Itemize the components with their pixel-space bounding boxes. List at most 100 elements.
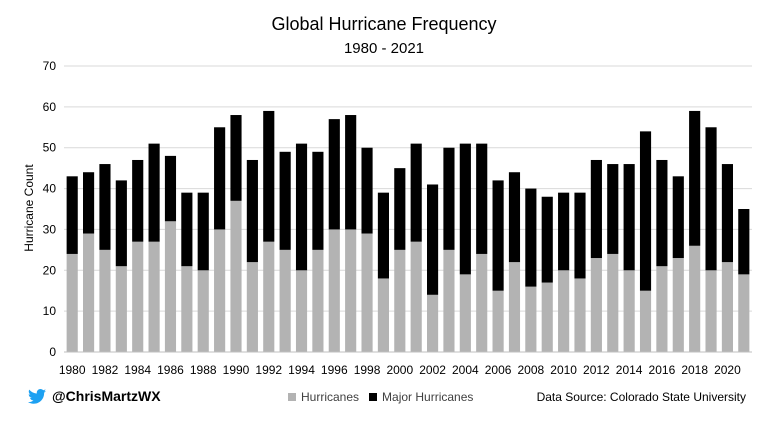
x-tick-label: 2002: [419, 363, 446, 377]
chart-subtitle: 1980 - 2021: [344, 40, 424, 57]
bar-hurricanes: [115, 266, 127, 352]
y-tick-label: 60: [43, 100, 57, 114]
bar-hurricanes: [459, 274, 471, 352]
bar-major-hurricanes: [541, 196, 553, 283]
bar-major-hurricanes: [639, 131, 652, 291]
bar-hurricanes: [558, 270, 570, 352]
bar-major-hurricanes: [99, 164, 111, 250]
bar-major-hurricanes: [508, 172, 521, 263]
bar-hurricanes: [181, 266, 193, 352]
bar-major-hurricanes: [263, 110, 275, 242]
x-tick-label: 1994: [288, 363, 315, 377]
bars: [66, 110, 750, 352]
bar-hurricanes: [410, 241, 422, 352]
bar-major-hurricanes: [246, 159, 258, 263]
x-tick-label: 2014: [616, 363, 643, 377]
x-tick-label: 2012: [583, 363, 610, 377]
bar-major-hurricanes: [295, 143, 308, 271]
bar-hurricanes: [164, 221, 177, 352]
y-tick-label: 50: [43, 141, 57, 155]
x-tick-label: 1980: [59, 363, 86, 377]
bar-hurricanes: [427, 294, 439, 352]
x-tick-label: 1990: [223, 363, 250, 377]
bar-major-hurricanes: [607, 164, 619, 254]
y-tick-label: 70: [43, 59, 57, 73]
bar-major-hurricanes: [705, 127, 717, 271]
bar-major-hurricanes: [377, 192, 389, 279]
bar-major-hurricanes: [410, 143, 422, 242]
x-tick-label: 2020: [714, 363, 741, 377]
bar-hurricanes: [607, 253, 619, 352]
bar-hurricanes: [328, 229, 340, 352]
x-tick-label: 1984: [124, 363, 151, 377]
bar-hurricanes: [99, 249, 111, 352]
bar-hurricanes: [197, 270, 209, 352]
bar-major-hurricanes: [492, 180, 504, 291]
bar-hurricanes: [312, 249, 324, 352]
chart-title: Global Hurricane Frequency: [271, 14, 496, 34]
bar-hurricanes: [541, 282, 553, 352]
y-tick-label: 30: [43, 222, 57, 236]
bar-hurricanes: [345, 229, 357, 352]
x-tick-label: 1996: [321, 363, 348, 377]
bar-hurricanes: [492, 290, 504, 352]
y-tick-label: 40: [43, 182, 57, 196]
bar-major-hurricanes: [345, 115, 357, 230]
x-tick-label: 1992: [255, 363, 282, 377]
bar-major-hurricanes: [672, 176, 684, 259]
x-tick-label: 1998: [354, 363, 381, 377]
bar-hurricanes: [295, 270, 308, 352]
bar-hurricanes: [623, 270, 635, 352]
bar-hurricanes: [394, 249, 406, 352]
bar-major-hurricanes: [181, 192, 193, 267]
bar-major-hurricanes: [328, 119, 340, 230]
bar-major-hurricanes: [558, 192, 570, 271]
bar-major-hurricanes: [394, 168, 406, 250]
bar-hurricanes: [377, 278, 389, 352]
x-tick-label: 2010: [550, 363, 577, 377]
bar-major-hurricanes: [623, 164, 635, 271]
x-tick-label: 2006: [485, 363, 512, 377]
bar-major-hurricanes: [721, 164, 733, 263]
bar-hurricanes: [656, 266, 668, 352]
bar-hurricanes: [705, 270, 717, 352]
y-axis-label: Hurricane Count: [22, 164, 36, 252]
bar-hurricanes: [721, 262, 733, 352]
data-source: Data Source: Colorado State University: [536, 390, 746, 404]
bar-major-hurricanes: [83, 172, 95, 234]
bar-hurricanes: [279, 249, 291, 352]
x-tick-label: 2008: [518, 363, 545, 377]
bar-hurricanes: [508, 262, 521, 352]
bar-major-hurricanes: [361, 147, 373, 234]
bar-hurricanes: [230, 200, 242, 352]
legend-item-major-hurricanes: Major Hurricanes: [369, 390, 473, 404]
legend-label-major: Major Hurricanes: [382, 390, 474, 404]
bar-major-hurricanes: [214, 127, 226, 230]
bar-major-hurricanes: [197, 192, 209, 271]
x-tick-label: 2000: [386, 363, 413, 377]
bar-major-hurricanes: [164, 155, 177, 222]
bar-hurricanes: [246, 262, 258, 352]
bar-hurricanes: [132, 241, 144, 352]
bar-hurricanes: [525, 286, 537, 352]
y-tick-label: 20: [43, 263, 57, 277]
bar-major-hurricanes: [525, 188, 537, 287]
bar-major-hurricanes: [148, 143, 160, 242]
bar-hurricanes: [214, 229, 226, 352]
legend: Hurricanes Major Hurricanes: [288, 390, 473, 404]
bar-major-hurricanes: [427, 184, 439, 295]
bar-hurricanes: [263, 241, 275, 352]
twitter-bird-icon: [28, 388, 46, 404]
bar-major-hurricanes: [230, 115, 242, 201]
bar-hurricanes: [574, 278, 586, 352]
bar-major-hurricanes: [459, 143, 471, 275]
bar-major-hurricanes: [115, 180, 127, 267]
bar-major-hurricanes: [312, 151, 324, 250]
bar-major-hurricanes: [279, 151, 291, 250]
legend-swatch-hurricanes: [288, 393, 296, 401]
x-tick-label: 1988: [190, 363, 217, 377]
bar-major-hurricanes: [656, 159, 668, 267]
x-tick-label: 2018: [681, 363, 708, 377]
x-tick-label: 2016: [649, 363, 676, 377]
